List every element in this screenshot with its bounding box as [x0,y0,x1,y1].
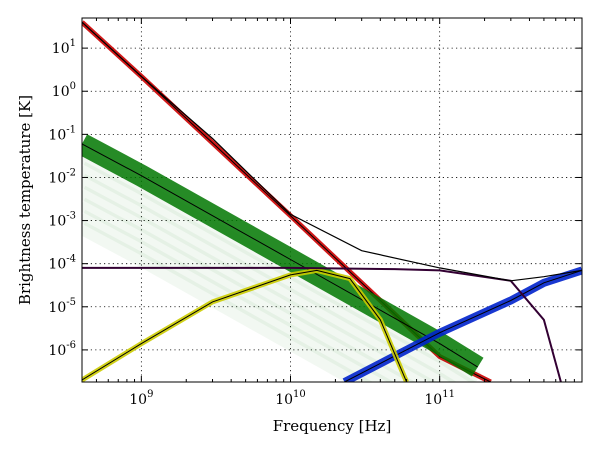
x-tick-label: 109 [129,389,153,408]
plot-frame [81,17,583,383]
y-tick-label: 10-4 [48,254,76,273]
series-1-spread [82,221,374,382]
series-1-spread [82,209,395,382]
y-tick-label: 10-2 [48,167,76,186]
series-1-spread [82,197,416,382]
series-1-line [82,143,478,368]
x-tick-label: 1010 [275,389,306,408]
series-1-spread [82,161,477,382]
series-1-spread [82,173,457,382]
y-tick-label: 10-3 [48,211,76,230]
tick-layer: 109 1010 1011 101 100 10-1 10-2 10-3 10-4 10-5 10-… [48,18,583,408]
y-tick-label: 10-6 [48,340,76,359]
series-1-spread [82,185,437,382]
series-3-line [82,269,408,382]
series-5-line [82,21,582,282]
x-tick-label: 1011 [424,389,455,408]
y-axis-label: Brightness temperature [K] [16,95,34,305]
y-tick-label: 10-1 [48,124,76,143]
x-axis-label: Frequency [Hz] [273,417,392,435]
series-2-line [344,269,582,382]
y-tick-label: 100 [52,81,76,100]
y-tick-label: 101 [52,38,76,57]
y-tick-label: 10-5 [48,297,76,316]
series-layer [82,20,582,382]
series-4-line [82,266,562,382]
